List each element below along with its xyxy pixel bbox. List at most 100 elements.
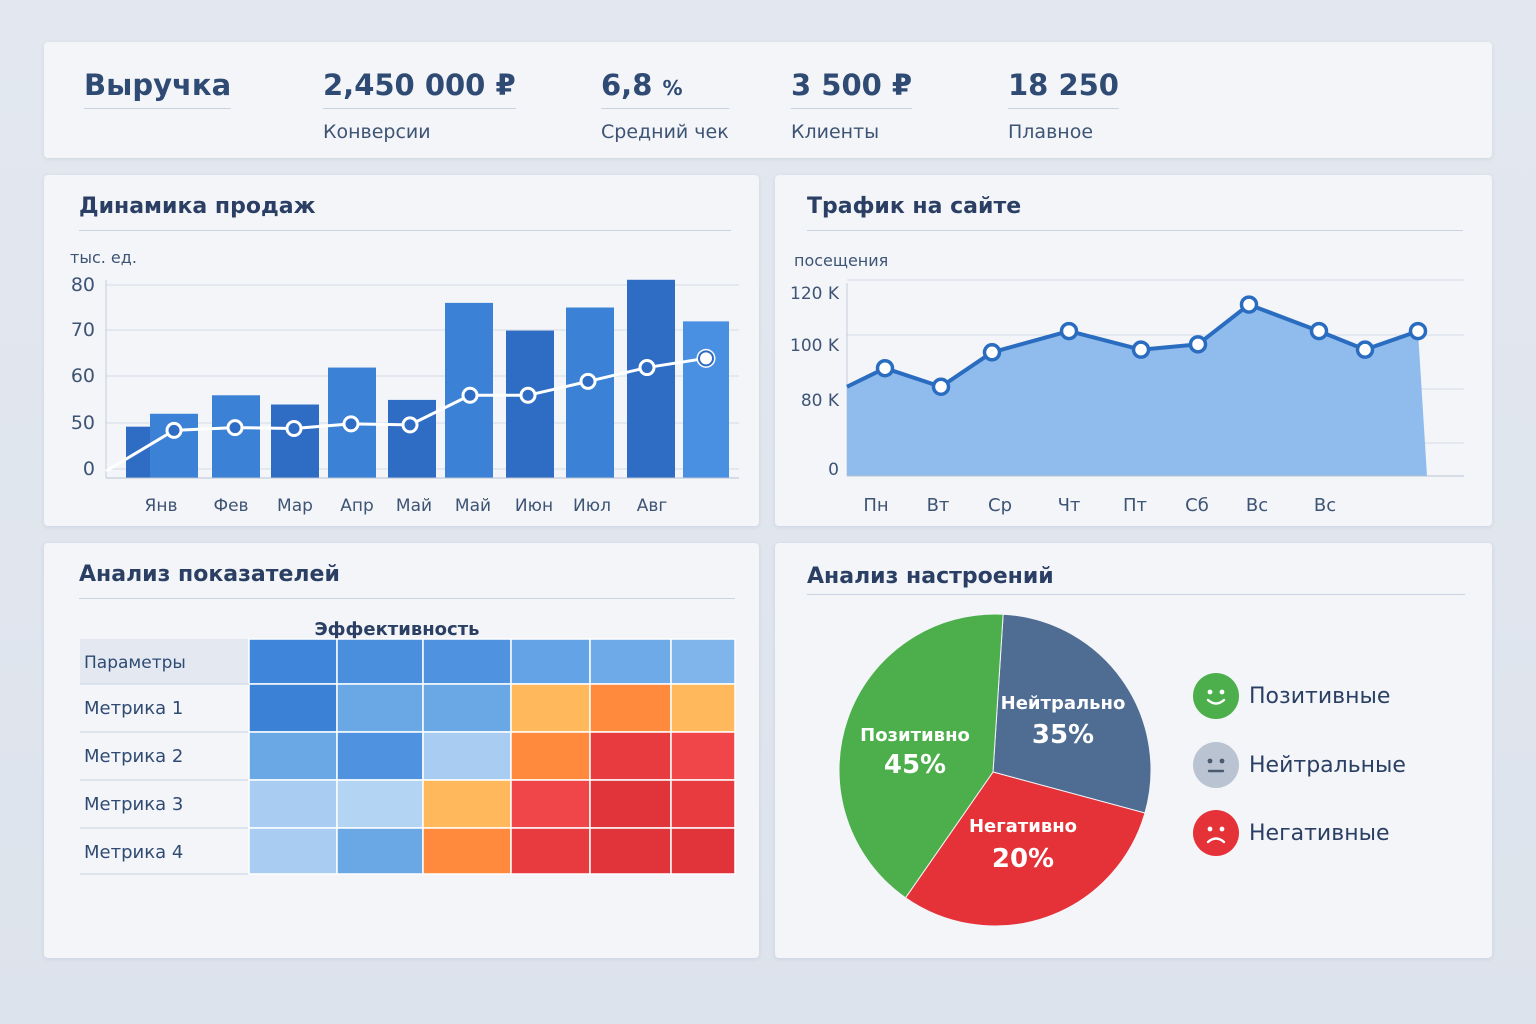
trend-point [579, 372, 597, 390]
x-tick-label: Вт [927, 495, 950, 516]
divider [807, 230, 1463, 231]
kpi-label: Клиенты [791, 121, 880, 143]
bar [388, 399, 436, 478]
heatmap-row-label: Метрика 3 [84, 794, 183, 815]
sentiment-card: Анализ настроений Позитивно 45% Нейтрально… [775, 543, 1492, 958]
heatmap-row-label: Метрика 2 [84, 746, 183, 767]
pie-slice-value: 45% [884, 750, 946, 780]
eye [1207, 689, 1213, 695]
trend-point [638, 359, 656, 377]
heatmap-cell [589, 638, 672, 685]
heatmap-chart: Эффективность Параметры Метрика 1 Метрика 2… [80, 619, 736, 875]
y-tick-label: 50 [71, 412, 95, 434]
trend-point [401, 416, 419, 434]
kpi-item: 2,450 000 ₽ Конверсии [323, 68, 516, 143]
legend-label: Негативные [1249, 820, 1390, 846]
trend-point [285, 420, 303, 438]
kpi-label: Плавное [1008, 121, 1094, 143]
smile-icon [1193, 673, 1239, 719]
bar [506, 330, 554, 478]
kpi-item: 18 250 Плавное [1008, 68, 1119, 143]
heatmap-cell [248, 731, 338, 781]
heatmap-cell [422, 731, 512, 781]
pie-slice-label: Негативно [969, 816, 1077, 837]
heatmap-title: Анализ показателей [79, 562, 340, 587]
sales-card: Динамика продаж тыс. ед. 80 70 60 50 0 Янв Фев М… [44, 175, 759, 526]
pie-slice [838, 613, 1004, 899]
heatmap-cell [589, 731, 672, 781]
x-tick-label: Фев [213, 496, 248, 516]
mouth [1206, 698, 1226, 705]
heatmap-row-label: Метрика 1 [84, 698, 183, 719]
x-tick-label: Мар [277, 496, 313, 516]
bar [627, 279, 675, 478]
heatmap-cell [589, 827, 672, 875]
y-tick-label: 70 [71, 319, 95, 341]
traffic-point [875, 358, 895, 378]
heatmap-cell [336, 731, 424, 781]
traffic-point [982, 343, 1002, 362]
sales-title: Динамика продаж [79, 194, 316, 219]
heatmap-cell [589, 779, 672, 829]
area-fill [847, 304, 1427, 476]
legend-positive: Позитивные [1193, 673, 1390, 719]
kpi-title: Выручка [84, 68, 232, 109]
sentiment-title: Анализ настроений [807, 564, 1054, 589]
face-glyph [1207, 758, 1225, 773]
eye [1219, 758, 1225, 764]
y-tick-label: 0 [828, 460, 839, 480]
traffic-point [931, 377, 951, 396]
heatmap-cell [248, 779, 338, 829]
traffic-point [1188, 335, 1208, 354]
heatmap-cell [670, 827, 736, 875]
heatmap-cell [422, 638, 512, 685]
y-tick-label: 120 K [790, 284, 840, 304]
traffic-title: Трафик на сайте [807, 194, 1022, 219]
traffic-point [1309, 321, 1329, 341]
heatmap-cell [510, 638, 591, 685]
x-tick-label: Май [396, 496, 432, 516]
kpi-label: Средний чек [601, 121, 729, 143]
pie-slice [904, 771, 1146, 927]
heatmap-header-label: Параметры [84, 653, 186, 673]
x-tick-label: Июл [573, 496, 611, 516]
heatmap-cell [510, 683, 591, 733]
kpi-item: 6,8 % Средний чек [601, 68, 729, 143]
sentiment-pie: Позитивно 45% Нейтрально 35% Негативно 20% [838, 613, 1152, 927]
x-tick-label: Ср [988, 495, 1012, 516]
traffic-point [1239, 295, 1259, 314]
x-tick-label: Сб [1185, 495, 1209, 516]
heatmap-cell [510, 731, 591, 781]
traffic-point [1408, 321, 1428, 341]
heatmap-cell [248, 638, 338, 685]
y-tick-label: 0 [83, 458, 95, 480]
heatmap-cell [670, 638, 736, 685]
frown-icon [1193, 810, 1239, 856]
trend-point [226, 419, 244, 437]
pie-slice [992, 613, 1152, 814]
kpi-card: Выручка 2,450 000 ₽ Конверсии 6,8 % Сред… [44, 42, 1492, 158]
heatmap-row-label: Метрика 4 [84, 842, 183, 863]
bar [271, 404, 319, 478]
legend-label: Нейтральные [1249, 752, 1406, 778]
heatmap-cell [336, 638, 424, 685]
y-axis-label: посещения [794, 251, 888, 270]
heatmap-cell [336, 683, 424, 733]
face-glyph [1206, 826, 1226, 844]
x-tick-label: Вс [1314, 495, 1336, 516]
x-tick-label: Янв [145, 496, 178, 516]
heatmap-title: Эффективность [314, 619, 479, 640]
heatmap-header-cell [80, 639, 249, 684]
legend-neutral: Нейтральные [1193, 742, 1406, 788]
eye [1219, 826, 1225, 832]
x-tick-label: Чт [1058, 495, 1081, 516]
kpi-value: 6,8 % [601, 68, 729, 109]
trend-point [461, 386, 479, 404]
divider [79, 598, 735, 599]
heatmap-cell [336, 827, 424, 875]
neutral-face-icon [1193, 742, 1239, 788]
y-axis-label: тыс. ед. [70, 248, 137, 267]
legend-label: Позитивные [1249, 683, 1391, 709]
pie-slice-label: Нейтрально [1001, 693, 1126, 714]
legend-negative: Негативные [1193, 810, 1390, 856]
